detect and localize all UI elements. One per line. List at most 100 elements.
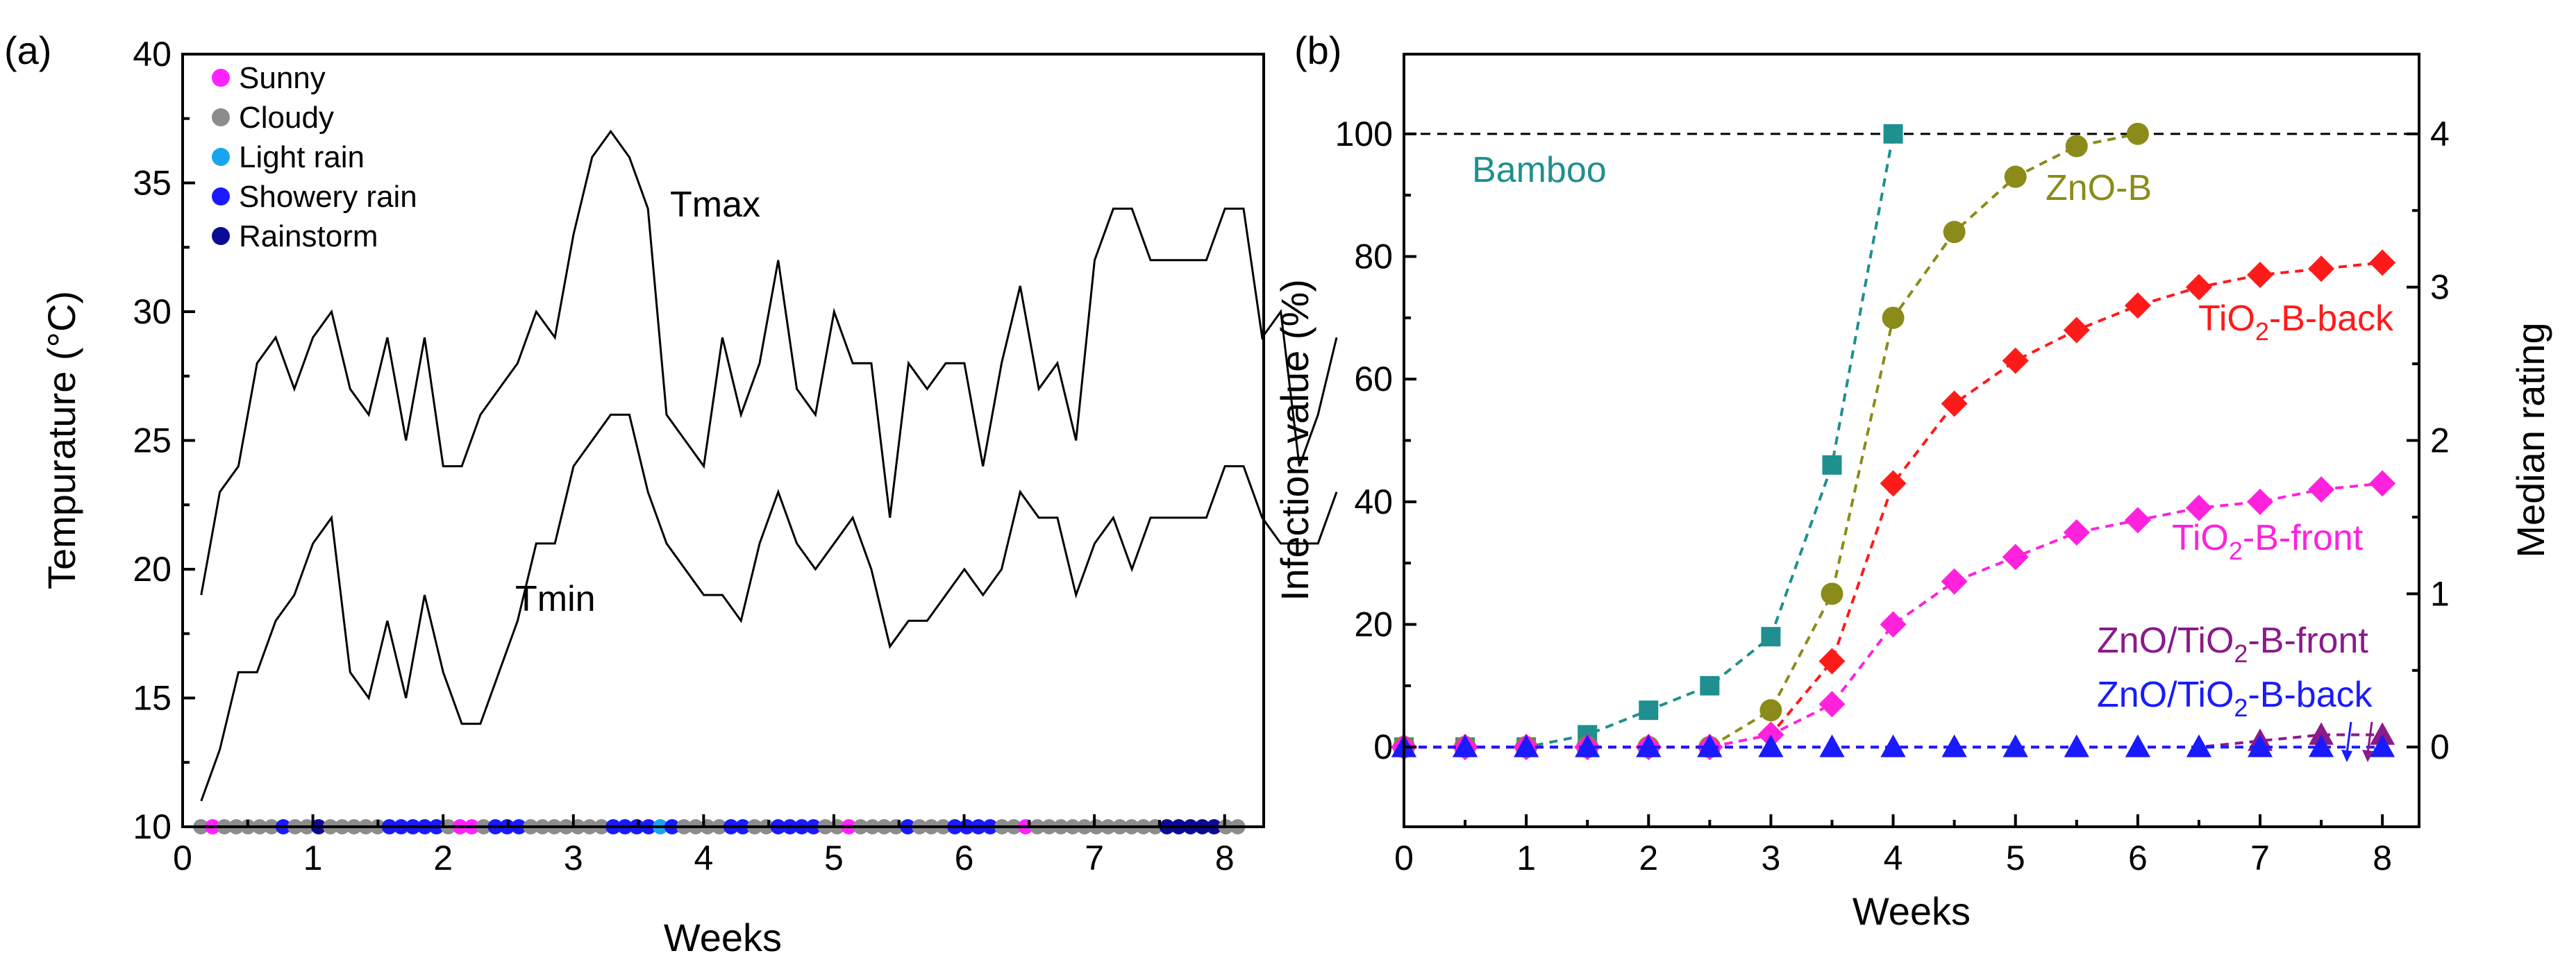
point-bamboo bbox=[1822, 455, 1842, 475]
x-tick-label-b: 8 bbox=[2373, 839, 2392, 877]
point-tio2-b-back bbox=[2247, 262, 2274, 288]
point-zno-tio2-b-back bbox=[2064, 734, 2089, 757]
y-tick-label-a: 20 bbox=[133, 550, 172, 589]
point-tio2-b-back bbox=[2124, 292, 2151, 319]
point-tio2-b-back bbox=[2002, 347, 2029, 374]
front-pointer-arrow bbox=[2366, 721, 2373, 754]
point-zno-tio2-b-back bbox=[1758, 734, 1784, 757]
x-tick-label-a: 3 bbox=[564, 839, 583, 877]
x-tick-label-b: 7 bbox=[2250, 839, 2270, 877]
point-zno-tio2-b-back bbox=[1941, 734, 1967, 757]
panel-a: (a) 0 1 2 3 4 5 6 7 8 10 15 20 25 30 35 40 Sunny Cloudy L… bbox=[4, 28, 1338, 959]
point-tio2-b-front bbox=[2247, 488, 2274, 515]
point-zno-tio2-b-back bbox=[1636, 734, 1662, 757]
x-tick-label-a: 0 bbox=[173, 839, 192, 877]
series-line-tmin bbox=[200, 413, 1338, 802]
point-zno-tio2-b-back bbox=[2125, 734, 2150, 757]
tmax-label: Tmax bbox=[670, 185, 760, 225]
point-zno-tio2-b-back bbox=[1880, 734, 1906, 757]
x-tick-label-a: 4 bbox=[694, 839, 713, 877]
x-tick-label-a: 8 bbox=[1215, 839, 1235, 877]
x-tick-label-a: 1 bbox=[303, 839, 323, 877]
y-tick-label-a: 40 bbox=[133, 35, 172, 74]
y-tick-label-b: 80 bbox=[1354, 237, 1393, 276]
x-tick-label-b: 3 bbox=[1762, 839, 1781, 877]
y2-tick-label-b: 3 bbox=[2430, 268, 2450, 307]
legend-marker-sunny bbox=[212, 69, 230, 87]
point-zno-tio2-b-back bbox=[2370, 734, 2395, 757]
point-bamboo bbox=[1883, 124, 1903, 144]
panel-b-label: (b) bbox=[1294, 28, 1341, 72]
x-tick-label-b: 4 bbox=[1884, 839, 1903, 877]
point-zno-tio2-b-back bbox=[2002, 734, 2028, 757]
y-tick-label-b: 0 bbox=[1373, 728, 1393, 766]
point-zno-tio2-b-front bbox=[2309, 722, 2334, 745]
point-tio2-b-front bbox=[2002, 544, 2029, 571]
point-zno-b bbox=[1821, 582, 1843, 605]
y-tick-label-a: 10 bbox=[133, 807, 172, 846]
point-bamboo bbox=[1700, 675, 1720, 696]
x-tick-label-a: 7 bbox=[1085, 839, 1104, 877]
point-tio2-b-back bbox=[1880, 470, 1907, 497]
legend-label-cloudy: Cloudy bbox=[239, 101, 334, 135]
point-zno-tio2-b-back bbox=[1575, 734, 1600, 757]
x-axis-label-b: Weeks bbox=[1852, 889, 1971, 933]
point-tio2-b-front bbox=[2063, 519, 2090, 546]
point-zno-tio2-b-back bbox=[2248, 734, 2273, 757]
front-pointer-head bbox=[2362, 750, 2373, 762]
point-tio2-b-back bbox=[1818, 648, 1846, 675]
point-zno-b bbox=[2065, 135, 2088, 158]
zno-tio2-back-label: ZnO/TiO2-B-back bbox=[2097, 675, 2373, 722]
point-zno-b bbox=[1882, 306, 1905, 329]
legend-marker-storm bbox=[212, 227, 230, 245]
y-tick-label-b: 20 bbox=[1354, 605, 1393, 644]
back-pointer-head bbox=[2341, 750, 2352, 762]
y2-tick-label-b: 2 bbox=[2430, 421, 2450, 460]
y-tick-label-a: 35 bbox=[133, 164, 172, 203]
point-tio2-b-front bbox=[2185, 494, 2212, 521]
point-tio2-b-front bbox=[1818, 691, 1846, 718]
legend-label-sunny: Sunny bbox=[239, 61, 326, 95]
legend-label-light: Light rain bbox=[239, 140, 365, 174]
point-zno-tio2-b-back bbox=[1697, 734, 1723, 757]
point-zno-b bbox=[1943, 221, 1966, 244]
legend-label-showery: Showery rain bbox=[239, 180, 417, 214]
point-tio2-b-front bbox=[2124, 507, 2151, 534]
point-zno-b bbox=[2126, 122, 2149, 145]
x-tick-label-b: 1 bbox=[1516, 839, 1536, 877]
y-tick-label-b: 100 bbox=[1335, 115, 1393, 153]
x-tick-label-b: 2 bbox=[1639, 839, 1658, 877]
weather-legend: Sunny Cloudy Light rain Showery rain Rainsto… bbox=[212, 61, 417, 253]
legend-marker-light bbox=[212, 148, 230, 166]
point-bamboo bbox=[1639, 700, 1659, 721]
axis-ticks-a: 0 1 2 3 4 5 6 7 8 10 15 20 25 30 35 40 bbox=[133, 35, 1234, 877]
y2-tick-label-b: 1 bbox=[2430, 574, 2450, 613]
point-zno-tio2-b-back bbox=[2309, 734, 2334, 757]
x-tick-label-a: 6 bbox=[955, 839, 974, 877]
x-tick-label-a: 5 bbox=[824, 839, 844, 877]
zno-tio2-front-label: ZnO/TiO2-B-front bbox=[2097, 621, 2368, 668]
point-tio2-b-back bbox=[2369, 249, 2396, 276]
series-line-tmax bbox=[200, 129, 1338, 596]
series-line-bamboo bbox=[1404, 133, 1895, 749]
point-tio2-b-front bbox=[1880, 611, 1907, 638]
point-tio2-b-front bbox=[1941, 568, 1968, 595]
legend-marker-showery bbox=[212, 187, 230, 205]
y-axis-label-a: Tempurature (°C) bbox=[40, 291, 83, 589]
x-axis-label-a: Weeks bbox=[664, 916, 782, 959]
series-line-zno-b bbox=[1404, 132, 2139, 749]
x-tick-label-b: 5 bbox=[2006, 839, 2025, 877]
y-tick-label-b: 40 bbox=[1354, 482, 1393, 521]
point-zno-tio2-b-back bbox=[1514, 734, 1539, 757]
pointer-arrows bbox=[2341, 721, 2373, 762]
point-zno-b bbox=[1759, 699, 1782, 722]
y2-axis-label-b: Median rating bbox=[2509, 322, 2552, 557]
x-tick-label-b: 0 bbox=[1394, 839, 1414, 877]
temperature-lines bbox=[200, 129, 1338, 802]
point-tio2-b-back bbox=[1941, 390, 1968, 417]
point-tio2-b-front bbox=[2369, 470, 2396, 497]
y-axis-label-b: Infection value (%) bbox=[1273, 279, 1316, 601]
legend-label-storm: Rainstorm bbox=[239, 219, 378, 253]
